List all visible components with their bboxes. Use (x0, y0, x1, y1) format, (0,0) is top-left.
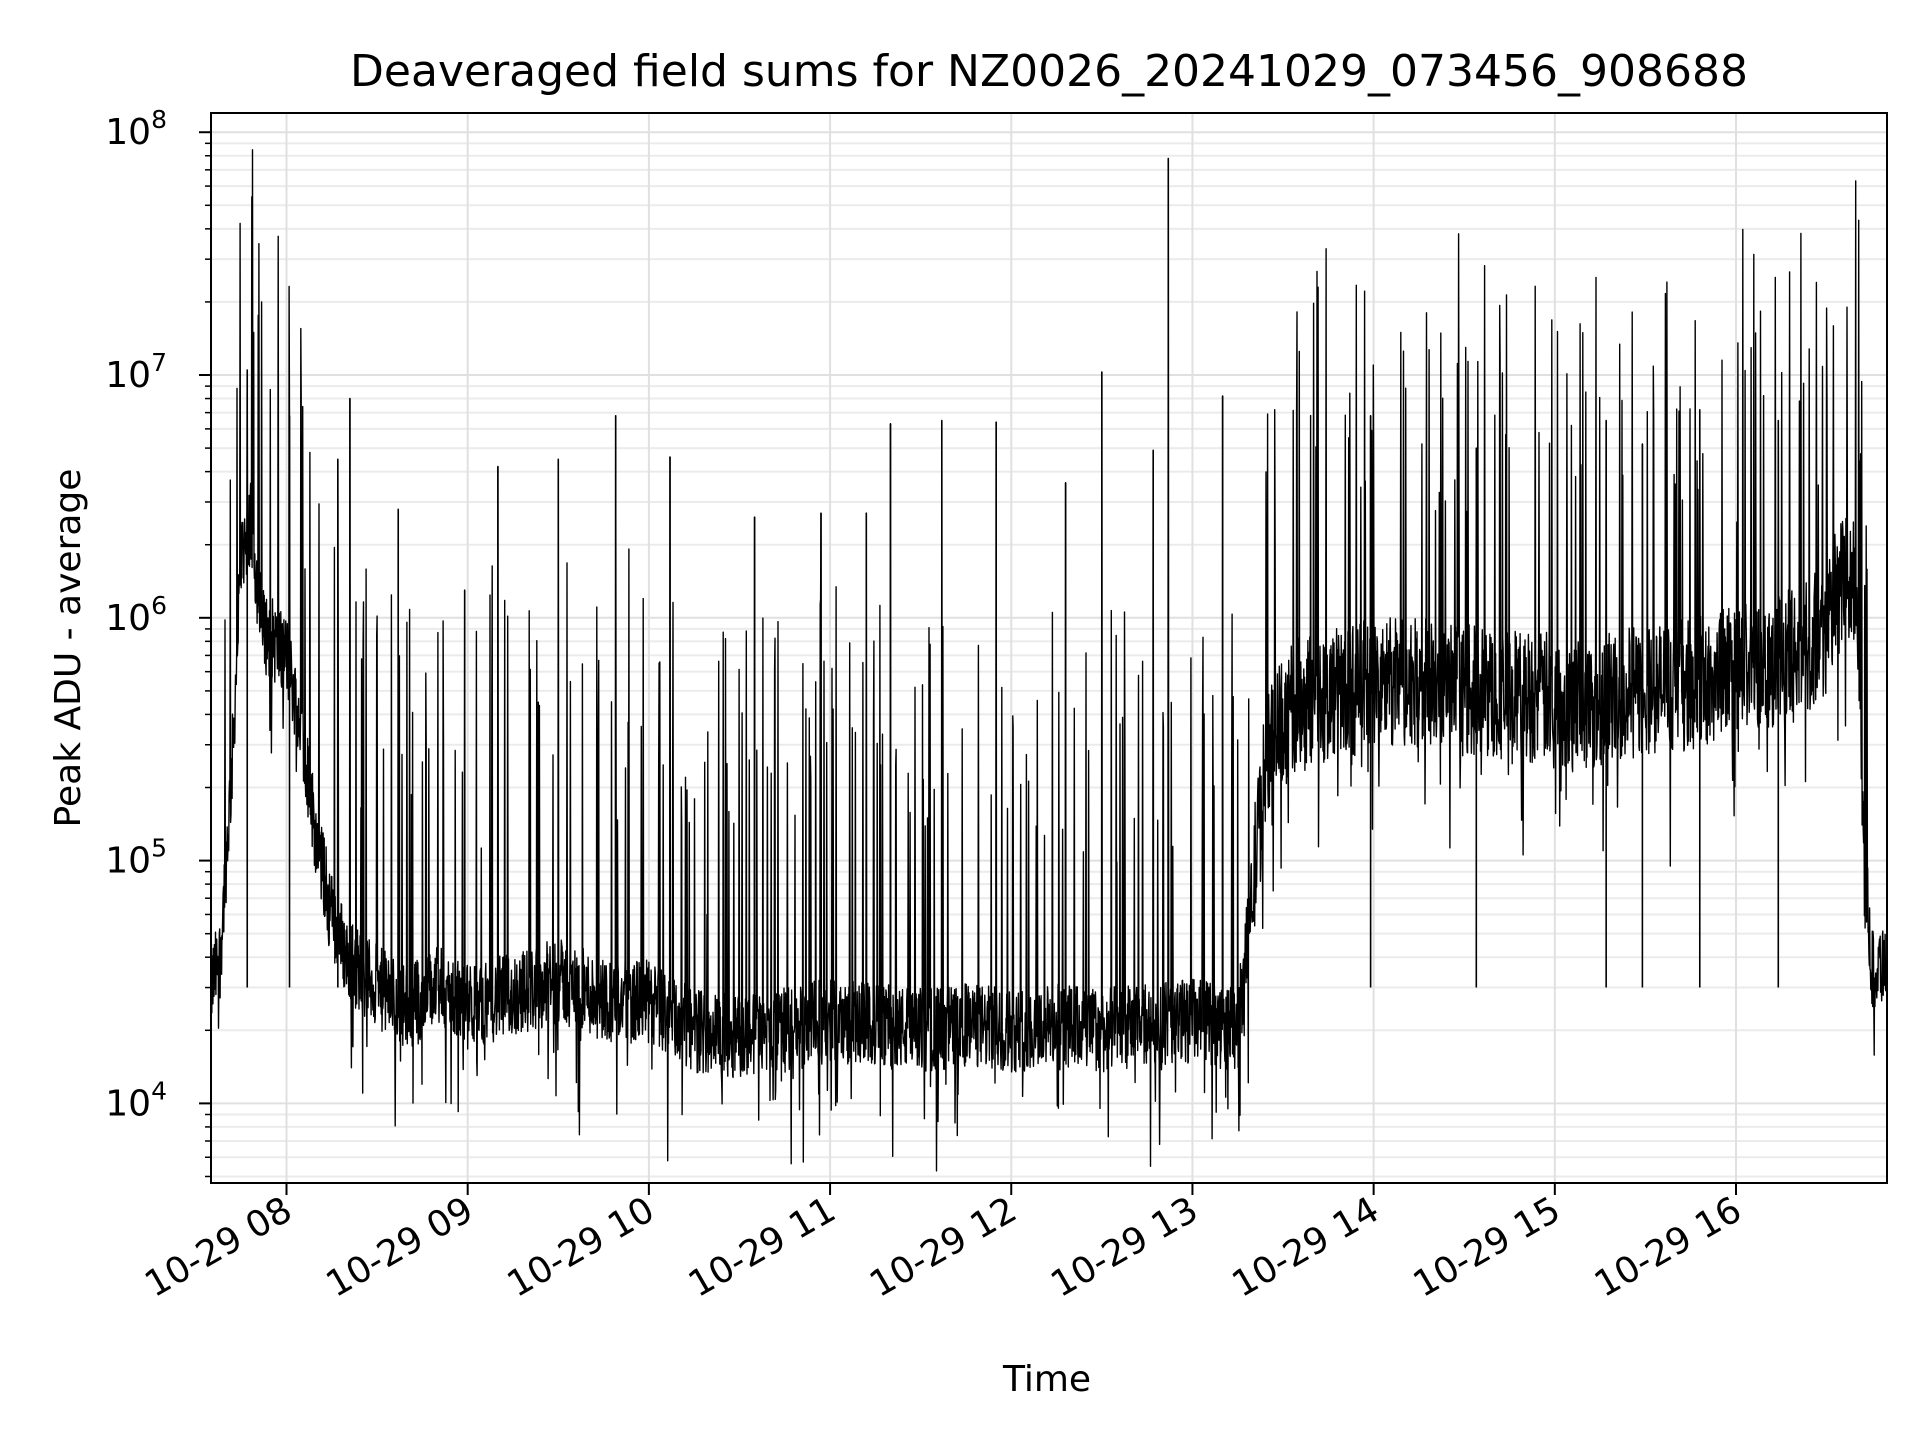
y-axis-label: Peak ADU - average (48, 469, 89, 828)
data-series-line (210, 149, 1888, 1172)
plot-line (210, 149, 1888, 1172)
plot-frame (210, 112, 1888, 1184)
x-axis-label: Time (1002, 1359, 1091, 1400)
y-tick-label: 104 (105, 1076, 167, 1124)
chart-title: Deaveraged field sums for NZ0026_2024102… (350, 46, 1748, 97)
